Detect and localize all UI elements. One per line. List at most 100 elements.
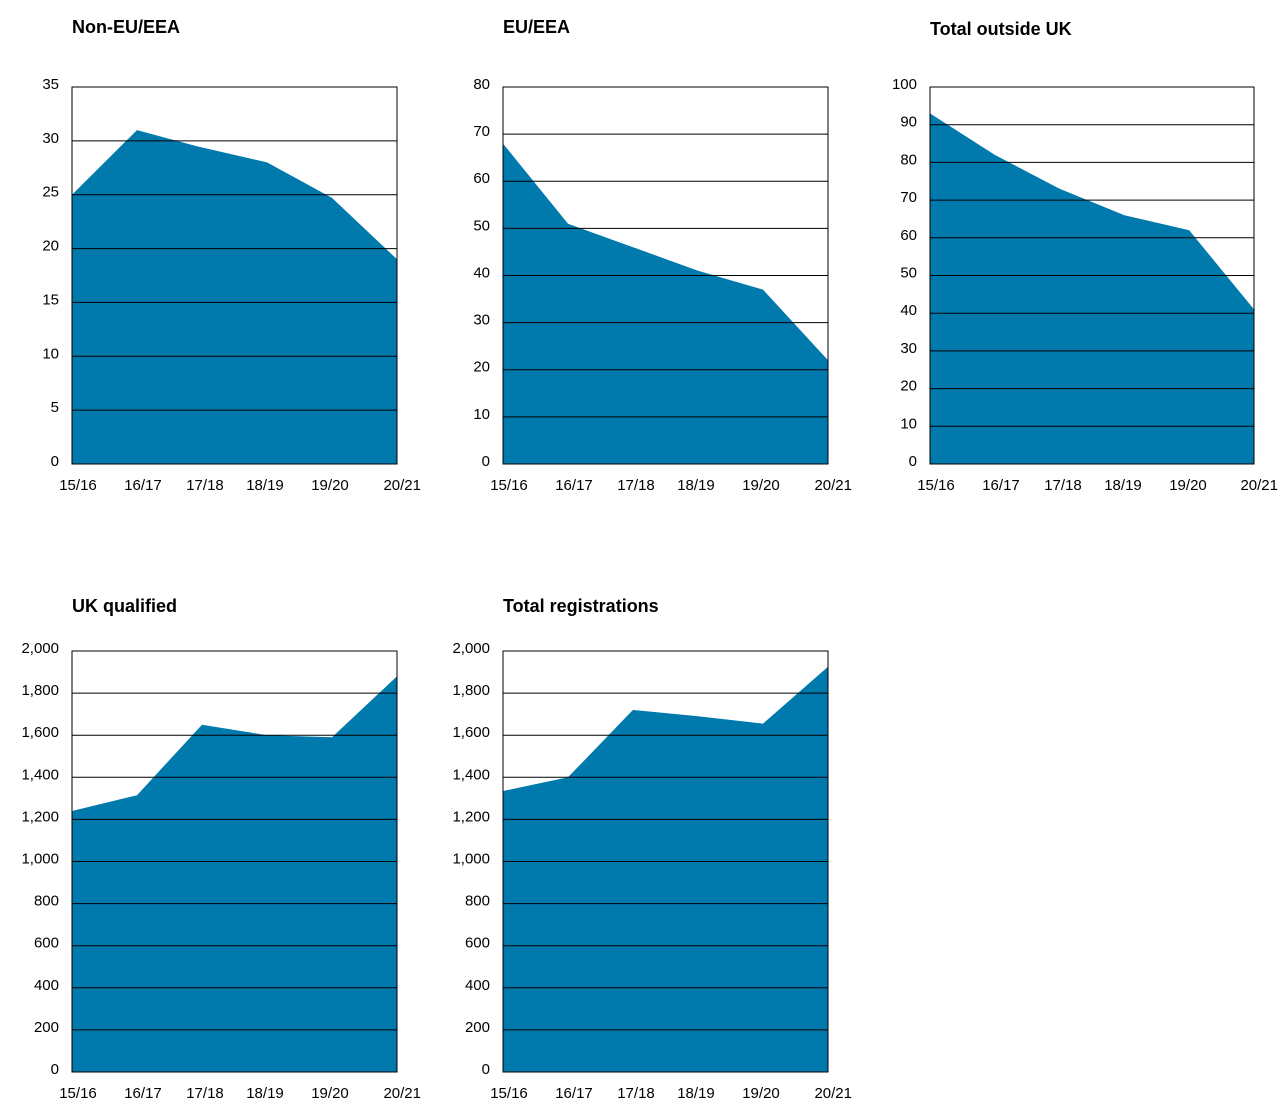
chart-1: Non-EU/EEA 0 5 10 15 20 25 30 35 15/16 16/17 17/18 1…	[42, 17, 421, 494]
y-tick-label: 1,400	[452, 766, 490, 783]
y-tick-label: 50	[900, 264, 917, 281]
plot-frame	[502, 86, 829, 465]
y-tick-label: 70	[900, 189, 917, 206]
area-series	[72, 676, 397, 1072]
y-tick-label: 1,200	[21, 808, 59, 825]
y-tick-label: 1,200	[452, 808, 490, 825]
y-tick-label: 20	[473, 359, 490, 376]
y-tick-label: 30	[473, 312, 490, 329]
y-tick-label: 40	[900, 302, 917, 319]
y-tick-label: 1,000	[452, 850, 490, 867]
x-tick-label: 15/16	[490, 477, 528, 494]
y-tick-label: 800	[34, 893, 59, 910]
y-tick-label: 40	[473, 264, 490, 281]
y-tick-label: 20	[900, 378, 917, 395]
x-tick-label: 17/18	[617, 477, 655, 494]
y-tick-label: 1,600	[452, 724, 490, 741]
y-tick-label: 200	[34, 1019, 59, 1036]
y-tick-label: 0	[482, 1061, 490, 1078]
y-tick-label: 2,000	[21, 640, 59, 657]
y-tick-label: 1,800	[452, 682, 490, 699]
y-tick-label: 0	[51, 1061, 59, 1078]
y-tick-label: 1,400	[21, 766, 59, 783]
x-tick-label: 16/17	[982, 477, 1020, 494]
x-tick-label: 16/17	[124, 477, 162, 494]
area-series	[72, 130, 397, 464]
x-tick-label: 18/19	[677, 477, 715, 494]
x-tick-label: 17/18	[186, 1085, 224, 1102]
x-tick-label: 19/20	[1169, 477, 1207, 494]
y-tick-label: 25	[42, 184, 59, 201]
x-tick-label: 17/18	[186, 477, 224, 494]
y-tick-label: 2,000	[452, 640, 490, 657]
y-tick-label: 600	[465, 935, 490, 952]
y-tick-label: 400	[465, 977, 490, 994]
x-tick-label: 19/20	[742, 477, 780, 494]
y-tick-label: 600	[34, 935, 59, 952]
y-tick-label: 35	[42, 76, 59, 93]
x-tick-label: 18/19	[1104, 477, 1142, 494]
x-tick-label: 20/21	[383, 477, 421, 494]
chart-3: Total outside UK 0 10 20 30 40 50 60 70 80 90 100 15…	[892, 19, 1278, 494]
x-tick-label: 18/19	[677, 1085, 715, 1102]
y-tick-label: 1,800	[21, 682, 59, 699]
chart-2: EU/EEA 0 10 20 30 40 50 60 70 80 15/16 16/17 17/18 18…	[473, 17, 852, 494]
chart-4: UK qualified 0 200 400 600 800 1,000 1,200 1,400…	[21, 596, 421, 1102]
y-tick-label: 100	[892, 76, 917, 93]
x-tick-label: 20/21	[1240, 477, 1278, 494]
y-tick-label: 800	[465, 893, 490, 910]
y-tick-label: 80	[473, 76, 490, 93]
y-tick-label: 10	[900, 415, 917, 432]
y-tick-label: 10	[473, 406, 490, 423]
x-tick-label: 18/19	[246, 477, 284, 494]
x-tick-label: 15/16	[59, 477, 97, 494]
y-tick-label: 60	[900, 227, 917, 244]
y-tick-label: 0	[482, 453, 490, 470]
x-tick-label: 15/16	[917, 477, 955, 494]
plot-frame	[502, 650, 829, 1073]
x-tick-label: 16/17	[555, 477, 593, 494]
area-series	[503, 143, 828, 464]
y-tick-label: 0	[51, 453, 59, 470]
x-tick-label: 19/20	[742, 1085, 780, 1102]
y-tick-label: 10	[42, 345, 59, 362]
x-tick-label: 17/18	[617, 1085, 655, 1102]
y-tick-label: 30	[42, 130, 59, 147]
y-tick-label: 0	[909, 453, 917, 470]
x-tick-label: 15/16	[59, 1085, 97, 1102]
x-tick-label: 20/21	[814, 477, 852, 494]
x-tick-label: 19/20	[311, 1085, 349, 1102]
y-tick-label: 1,000	[21, 850, 59, 867]
x-tick-label: 15/16	[490, 1085, 528, 1102]
y-tick-label: 30	[900, 340, 917, 357]
chart-title: Total outside UK	[930, 19, 1072, 39]
x-tick-label: 16/17	[555, 1085, 593, 1102]
y-tick-label: 80	[900, 151, 917, 168]
area-series	[503, 666, 828, 1072]
y-tick-label: 1,600	[21, 724, 59, 741]
chart-title: Total registrations	[503, 596, 659, 616]
y-tick-label: 90	[900, 114, 917, 131]
chart-title: Non-EU/EEA	[72, 17, 180, 37]
x-tick-label: 18/19	[246, 1085, 284, 1102]
y-tick-label: 70	[473, 123, 490, 140]
x-tick-label: 20/21	[814, 1085, 852, 1102]
x-tick-label: 19/20	[311, 477, 349, 494]
chart-title: UK qualified	[72, 596, 177, 616]
chart-title: EU/EEA	[503, 17, 570, 37]
y-tick-label: 15	[42, 291, 59, 308]
x-tick-label: 16/17	[124, 1085, 162, 1102]
area-series	[930, 113, 1254, 465]
plot-frame	[929, 86, 1255, 465]
plot-frame	[71, 86, 398, 465]
y-tick-label: 60	[473, 170, 490, 187]
x-tick-label: 20/21	[383, 1085, 421, 1102]
y-tick-label: 20	[42, 238, 59, 255]
y-tick-label: 50	[473, 217, 490, 234]
y-tick-label: 5	[51, 399, 59, 416]
y-tick-label: 400	[34, 977, 59, 994]
y-tick-label: 200	[465, 1019, 490, 1036]
plot-frame	[71, 650, 398, 1073]
chart-5: Total registrations 0 200 400 600 800 1,000 1,2…	[452, 596, 852, 1102]
